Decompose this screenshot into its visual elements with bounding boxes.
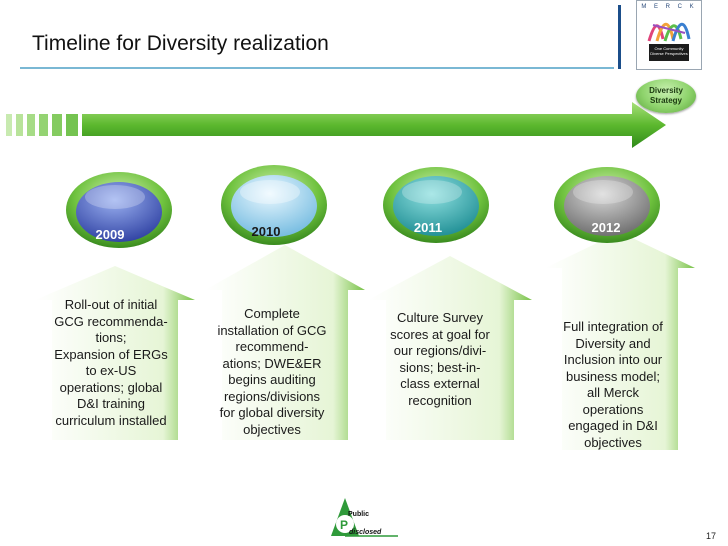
milestone-2010-text: Complete installation of GCG recommend- … [217, 306, 327, 437]
logo-letters: M E R C K [641, 4, 697, 10]
milestone-2009 [35, 172, 195, 440]
header-divider [618, 5, 621, 69]
milestone-2012-text: Full integration of Diversity and Inclus… [563, 319, 663, 450]
milestone-2009-text: Roll-out of initial GCG recommenda- tion… [54, 297, 168, 428]
diversity-strategy-badge: Diversity Strategy [636, 79, 696, 113]
milestone-2011 [368, 167, 532, 440]
slide-title: Timeline for Diversity realization [32, 32, 329, 55]
year-2012: 2012 [591, 220, 621, 235]
logo-tagline: One Community Diverse Perspectives [649, 44, 689, 61]
page-number: 17 [706, 531, 717, 541]
milestone-2011-text: Culture Survey scores at goal for our re… [390, 310, 490, 408]
public-disclosed-icon [331, 498, 398, 537]
disclosed-label: disclosed [349, 529, 382, 536]
year-2009: 2009 [95, 227, 125, 242]
public-p-letter: P [340, 518, 348, 532]
milestone-2012 [545, 167, 695, 450]
title-underline [20, 67, 614, 69]
badge-line-2: Strategy [649, 96, 682, 105]
timeline-arrow [82, 102, 666, 148]
public-label: Public [348, 511, 370, 518]
year-2010: 2010 [251, 224, 281, 239]
year-2011: 2011 [413, 220, 443, 235]
logo-mark-icon [647, 22, 691, 42]
badge-line-1: Diversity [649, 86, 683, 95]
merck-logo: M E R C K One Community Diverse Perspect… [636, 0, 702, 70]
milestone-2010 [205, 165, 365, 440]
arrow-tail-stripes [6, 114, 78, 136]
